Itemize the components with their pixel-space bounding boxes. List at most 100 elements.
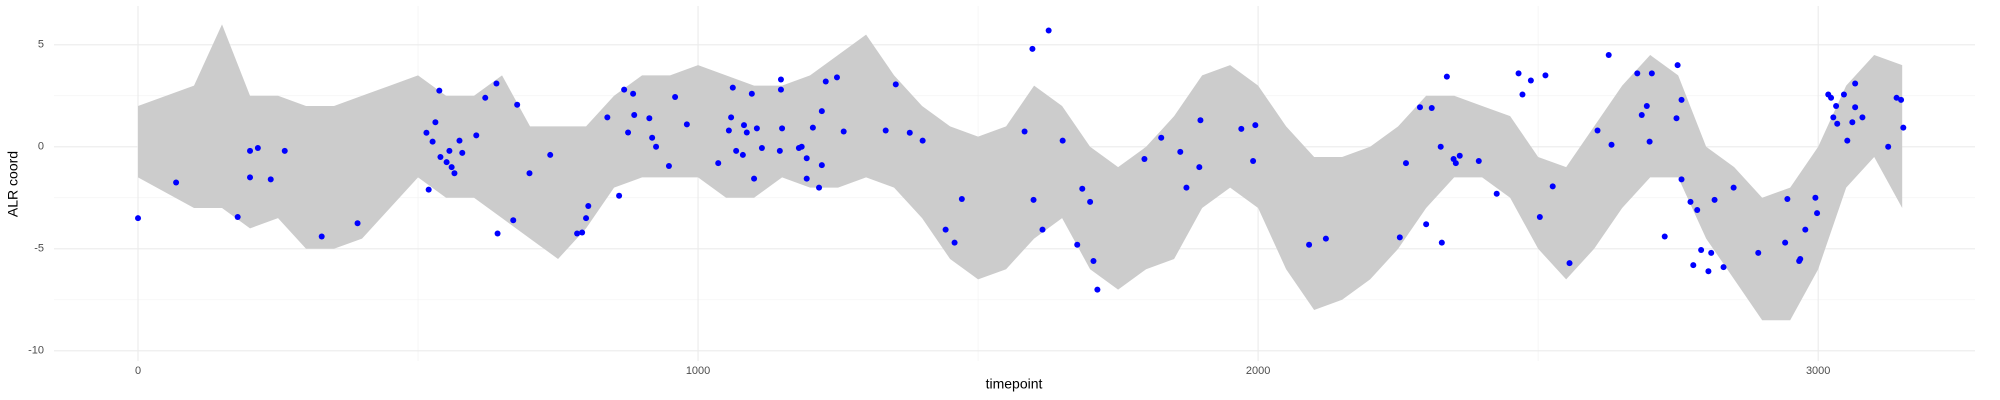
point	[798, 143, 805, 150]
point	[1452, 160, 1459, 167]
point	[493, 80, 500, 87]
point	[1705, 268, 1712, 275]
point	[1852, 80, 1859, 87]
point	[882, 127, 889, 134]
point	[1475, 158, 1482, 165]
point	[1536, 213, 1543, 220]
point	[1177, 148, 1184, 155]
point	[1694, 207, 1701, 214]
point	[729, 84, 736, 91]
point	[919, 137, 926, 144]
point	[574, 230, 581, 237]
point	[482, 94, 489, 101]
point	[1030, 196, 1037, 203]
point	[1252, 122, 1259, 129]
point	[1648, 70, 1655, 77]
point	[1814, 210, 1821, 217]
point	[1021, 128, 1028, 135]
point	[1045, 27, 1052, 34]
point	[631, 111, 638, 118]
point	[1074, 241, 1081, 248]
point	[247, 147, 254, 154]
point	[429, 138, 436, 145]
point	[625, 129, 632, 136]
point	[1885, 143, 1892, 150]
point	[1094, 286, 1101, 293]
y-tick-label: 0	[38, 141, 44, 153]
point	[1755, 249, 1762, 256]
point	[448, 164, 455, 171]
point	[1678, 96, 1685, 103]
point	[1844, 137, 1851, 144]
y-tick-label: -10	[28, 345, 44, 357]
point	[604, 114, 611, 121]
point	[616, 192, 623, 199]
point	[818, 162, 825, 169]
point	[892, 81, 899, 88]
point	[1416, 104, 1423, 111]
point	[1196, 164, 1203, 171]
point	[1898, 96, 1905, 103]
point	[725, 127, 732, 134]
point	[777, 76, 784, 83]
point	[1634, 70, 1641, 77]
point	[135, 215, 142, 222]
point	[1141, 156, 1148, 163]
point	[739, 151, 746, 158]
point	[758, 145, 765, 151]
point	[1605, 51, 1612, 58]
point	[665, 162, 672, 169]
point	[1834, 120, 1841, 127]
point	[803, 175, 810, 182]
point	[776, 147, 783, 154]
point	[451, 170, 458, 177]
point	[583, 215, 590, 222]
x-tick-label: 0	[135, 365, 141, 377]
point	[437, 153, 444, 160]
point	[1730, 184, 1737, 191]
point	[1812, 194, 1819, 201]
point	[446, 147, 453, 154]
point	[459, 149, 466, 156]
point	[443, 159, 450, 166]
ribbon	[138, 24, 1903, 321]
point	[1643, 102, 1650, 109]
point	[840, 128, 847, 135]
point	[1322, 235, 1329, 242]
point	[803, 155, 810, 162]
point	[432, 119, 439, 126]
point	[1428, 105, 1435, 112]
point	[1250, 158, 1257, 165]
point	[1059, 137, 1066, 144]
point	[173, 179, 180, 186]
point	[1852, 104, 1859, 111]
point	[1674, 62, 1681, 69]
point	[1402, 160, 1409, 167]
point	[1711, 196, 1718, 203]
point	[1238, 125, 1245, 132]
point	[1833, 102, 1840, 109]
point	[1515, 70, 1522, 77]
point	[672, 93, 679, 100]
point	[733, 147, 740, 154]
y-tick-label: -5	[34, 243, 44, 255]
point	[1090, 258, 1097, 265]
point	[621, 86, 628, 93]
point	[951, 239, 958, 246]
point	[753, 125, 760, 132]
point	[1840, 91, 1847, 98]
point	[906, 129, 913, 136]
point	[942, 226, 949, 233]
point	[1830, 114, 1837, 121]
point	[1549, 183, 1556, 190]
y-axis-title: ALR coord	[5, 151, 21, 217]
point	[510, 217, 517, 224]
point	[1438, 239, 1445, 246]
point	[1782, 239, 1789, 246]
point	[318, 233, 325, 240]
point	[267, 176, 274, 183]
point	[1797, 255, 1804, 262]
point	[514, 101, 521, 108]
point	[1456, 152, 1463, 159]
x-axis-title: timepoint	[986, 376, 1043, 392]
